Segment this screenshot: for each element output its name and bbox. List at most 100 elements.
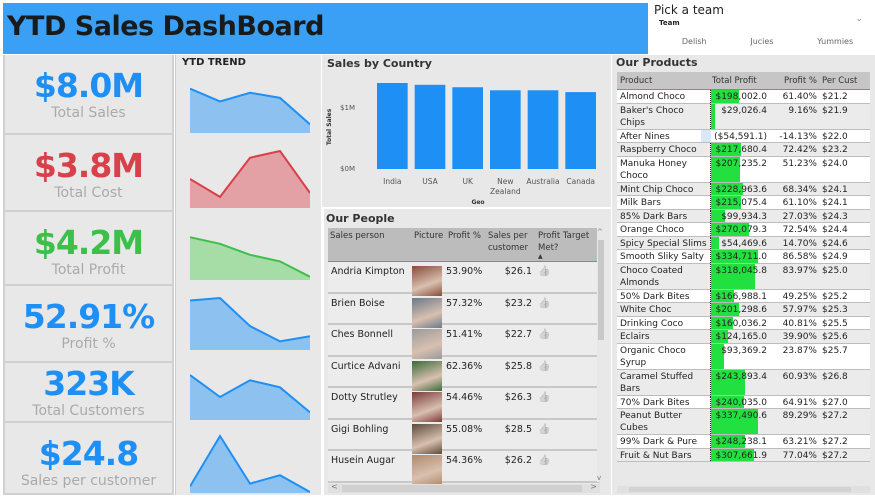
data-bar	[711, 250, 758, 263]
total-profit: $99,934.3	[710, 209, 767, 222]
kpi-card: 323K Total Customers	[3, 363, 174, 423]
profit-pct: 27.03%	[782, 211, 817, 222]
per-cust: $24.1	[822, 184, 848, 195]
profit-pct: 51.41%	[446, 329, 483, 340]
trend-sparkline	[189, 78, 312, 137]
kpi-value: $24.8	[38, 434, 139, 473]
table-row[interactable]: Smooth Sliky Salty $334,711.0 86.58% $24…	[617, 250, 870, 264]
data-bar	[711, 316, 733, 329]
svg-text:UK: UK	[462, 177, 473, 186]
title-bar: YTD Sales DashBoard	[3, 3, 648, 54]
table-row[interactable]: Brien Boise 57.32% $23.2 👍	[328, 293, 600, 328]
team-option-yummies[interactable]: Yummies	[817, 37, 854, 46]
table-row[interactable]: Orange Choco $270,079.3 72.54% $24.4	[617, 223, 870, 237]
per-cust: $25.6	[822, 332, 848, 342]
team-option-jucies[interactable]: Jucies	[750, 37, 774, 46]
col-per-cust[interactable]: Per Cust	[822, 75, 858, 86]
table-row[interactable]: Fruit & Nut Bars $307,661.9 77.04% $27.2	[617, 448, 870, 462]
profit-pct: 53.90%	[446, 266, 483, 277]
sales-person-name: Ches Bonnell	[331, 329, 393, 340]
table-row[interactable]: Raspberry Choco $217,680.4 72.42% $23.2	[617, 143, 870, 157]
profit-pct: 57.97%	[782, 305, 817, 315]
trend-sparkline	[189, 232, 312, 284]
table-row[interactable]: Ches Bonnell 51.41% $22.7 👍	[328, 325, 600, 359]
product-name: 50% Dark Bites	[620, 291, 690, 302]
table-row[interactable]: Baker's Choco Chips $29,026.4 9.16% $21.…	[617, 103, 870, 130]
horizontal-scrollbar[interactable]: < >	[328, 482, 600, 493]
profit-pct: 55.08%	[446, 423, 483, 435]
table-row[interactable]: Drinking Coco $160,036.2 40.81% $25.5	[617, 316, 870, 330]
chevron-down-icon[interactable]: ⌄	[855, 14, 863, 24]
col-profit-pct[interactable]: Profit %	[448, 231, 481, 241]
table-row[interactable]: Gigi Bohling 55.08% $28.5 👍	[328, 419, 600, 454]
thumbs-up-icon: 👍	[538, 423, 551, 435]
table-row[interactable]: Milk Bars $215,075.4 61.10% $24.1	[617, 196, 870, 210]
chart-title: Sales by Country	[327, 57, 432, 70]
table-header: Product Total Profit Profit % Per Cust	[617, 72, 870, 90]
data-bar	[711, 289, 734, 302]
vertical-scrollbar[interactable]: ^ v	[597, 228, 605, 482]
table-row[interactable]: Choco Coated Almonds $318,045.8 83.97% $…	[617, 263, 870, 290]
data-bar	[711, 303, 739, 316]
scroll-up-icon[interactable]: ^	[597, 228, 603, 236]
table-row[interactable]: Manuka Honey Choco $207,235.2 51.23% $24…	[617, 156, 870, 183]
scroll-left-icon[interactable]: <	[331, 482, 338, 491]
table-row[interactable]: Almond Choco $198,002.0 61.40% $21.2	[617, 90, 870, 104]
profit-pct: 61.40%	[782, 92, 817, 102]
product-name: Spicy Special Slims	[620, 238, 707, 249]
profit-pct: 62.36%	[446, 360, 483, 372]
table-row[interactable]: Curtice Advani 62.36% $25.8 👍	[328, 356, 600, 391]
data-bar	[711, 182, 743, 195]
profit-pct: 14.70%	[782, 238, 817, 249]
col-profit-pct[interactable]: Profit %	[784, 75, 817, 86]
per-cust: $24.4	[822, 225, 848, 235]
scroll-thumb[interactable]	[342, 485, 582, 492]
table-row[interactable]: After Nines ($54,591.1) -14.13% $22.0	[617, 129, 870, 143]
profit-pct: 23.87%	[782, 345, 817, 356]
table-row[interactable]: Andria Kimpton 53.90% $26.1 👍	[328, 262, 600, 296]
table-row[interactable]: Dotty Strutley 54.46% $26.3 👍	[328, 388, 600, 422]
total-profit: $307,661.9	[710, 448, 767, 461]
team-option-delish[interactable]: Delish	[681, 37, 707, 46]
table-row[interactable]: 50% Dark Bites $166,988.1 49.25% $25.2	[617, 289, 870, 303]
table-row[interactable]: Organic Choco Syrup $93,369.2 23.87% $25…	[617, 343, 870, 370]
product-name: After Nines	[620, 131, 670, 142]
avatar	[412, 455, 442, 485]
table-row[interactable]: Peanut Butter Cubes $337,490.6 89.29% $2…	[617, 409, 870, 435]
product-name: Orange Choco	[620, 225, 685, 235]
horizontal-scrollbar[interactable]	[617, 486, 870, 493]
kpi-value: $3.8M	[33, 146, 144, 185]
avatar	[412, 297, 442, 328]
product-name: Peanut Butter Cubes	[620, 411, 683, 433]
total-profit: $54,469.6	[710, 236, 767, 249]
table-row[interactable]: 99% Dark & Pure $248,238.1 63.21% $27.2	[617, 435, 870, 449]
table-row[interactable]: Mint Chip Choco $228,963.6 68.34% $24.1	[617, 182, 870, 196]
scroll-down-icon[interactable]: v	[597, 474, 602, 482]
svg-text:USA: USA	[422, 177, 438, 186]
total-profit: $198,002.0	[710, 90, 767, 103]
col-picture[interactable]: Picture	[414, 231, 444, 241]
table-row[interactable]: Husein Augar 54.36% $26.2 👍	[328, 451, 600, 485]
product-name: 99% Dark & Pure	[620, 437, 697, 447]
table-row[interactable]: Eclairs $124,165.0 39.90% $25.6	[617, 330, 870, 344]
col-profit-target[interactable]: Profit Target Met? ▲	[536, 228, 598, 261]
col-total-profit[interactable]: Total Profit	[712, 75, 757, 86]
sales-person-name: Dotty Strutley	[331, 392, 398, 403]
thumbs-up-icon: 👍	[538, 266, 551, 277]
col-sales-person[interactable]: Sales person	[330, 231, 385, 241]
thumbs-up-icon: 👍	[538, 329, 551, 340]
col-product[interactable]: Product	[620, 75, 653, 86]
scroll-right-icon[interactable]: >	[590, 482, 597, 491]
scroll-thumb[interactable]	[629, 487, 851, 492]
table-row[interactable]: White Choc $201,298.6 57.97% $25.3	[617, 303, 870, 317]
col-sales-per-customer[interactable]: Sales per customer	[488, 231, 529, 253]
avatar	[412, 329, 442, 359]
table-row[interactable]: Caramel Stuffed Bars $243,893.4 60.93% $…	[617, 369, 870, 396]
table-row[interactable]: 85% Dark Bars $99,934.3 27.03% $24.3	[617, 209, 870, 223]
table-row[interactable]: 70% Dark Bites $240,035.0 64.91% $27.0	[617, 395, 870, 409]
table-row[interactable]: Spicy Special Slims $54,469.6 14.70% $24…	[617, 236, 870, 250]
profit-pct: 68.34%	[782, 184, 817, 195]
product-name: Choco Coated Almonds	[620, 265, 683, 288]
sales-per-customer: $25.8	[504, 360, 532, 372]
scroll-thumb[interactable]	[598, 240, 604, 340]
